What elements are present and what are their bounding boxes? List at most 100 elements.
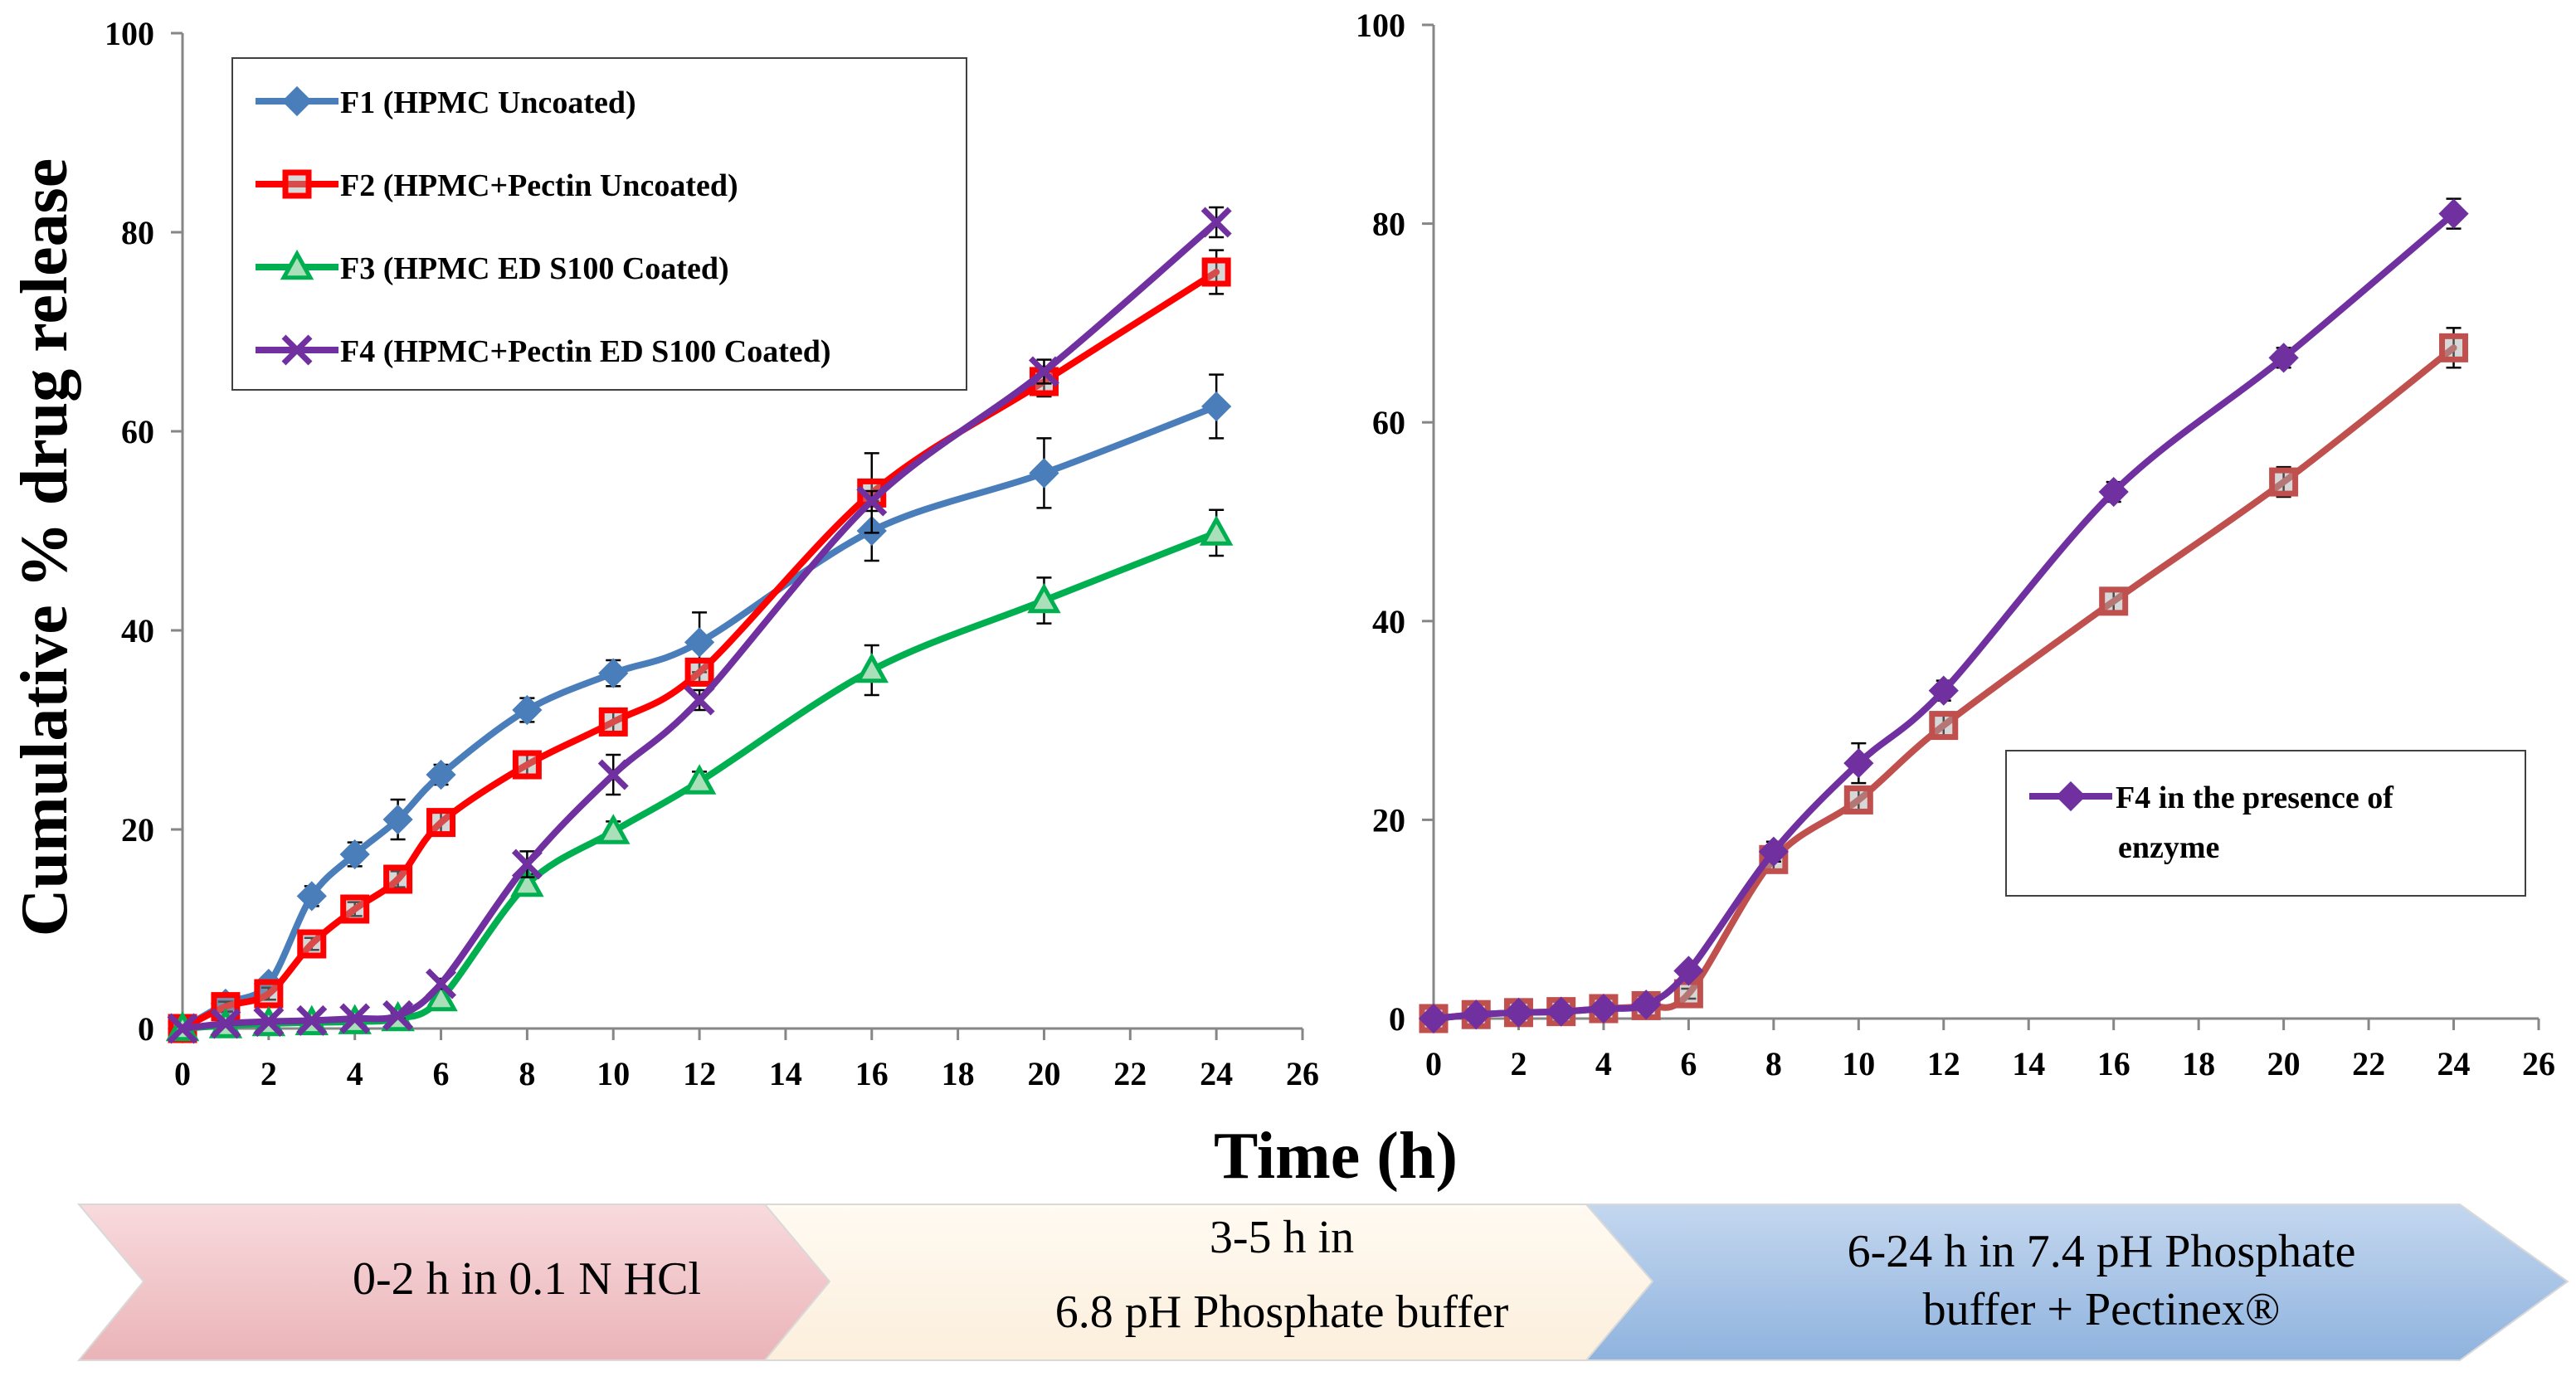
phase-label: buffer + Pectinex® <box>1923 1284 2281 1335</box>
left-x-tick-label: 24 <box>1200 1055 1233 1092</box>
left-data-point <box>339 839 370 870</box>
right-data-point <box>1673 956 1704 986</box>
right-data-point <box>2438 198 2469 229</box>
right-x-tick-label: 6 <box>1680 1045 1697 1082</box>
y-axis-title: Cumulative % drug release <box>8 158 81 936</box>
right-x-tick-label: 24 <box>2437 1045 2471 1082</box>
left-x-tick-label: 18 <box>942 1055 975 1092</box>
right-x-tick-label: 18 <box>2182 1045 2215 1082</box>
left-data-point <box>340 894 370 924</box>
left-x-tick-labels: 0 2 4 6 8 10 12 14 16 18 20 22 24 26 <box>174 1055 1319 1092</box>
right-y-tick-label: 20 <box>1372 801 1405 839</box>
left-data-point <box>424 980 458 1012</box>
left-data-point <box>426 759 456 790</box>
right-y-tick-label: 80 <box>1372 206 1405 243</box>
right-x-tick-label: 22 <box>2352 1045 2385 1082</box>
left-y-tick-label: 0 <box>138 1010 154 1048</box>
right-y-tick-label: 40 <box>1372 603 1405 640</box>
right-y-tick-labels: 0 20 40 60 80 100 <box>1356 7 1405 1038</box>
left-series-line <box>179 219 1220 1032</box>
right-data-point <box>2439 333 2469 362</box>
left-data-point <box>339 1003 371 1034</box>
left-data-point <box>1200 207 1232 238</box>
left-legend-box <box>231 57 967 391</box>
left-data-point <box>511 849 543 880</box>
left-data-point <box>597 759 629 790</box>
legend-swatch-marker <box>281 85 313 117</box>
legend-swatch-marker <box>280 249 314 280</box>
left-data-point <box>426 968 457 999</box>
left-data-point <box>1201 257 1231 287</box>
left-data-point <box>297 929 327 959</box>
right-series-2 <box>1418 197 2469 1034</box>
phase-label: 6-24 h in 7.4 pH Phosphate <box>1848 1226 2356 1277</box>
left-x-tick-label: 14 <box>769 1055 802 1092</box>
left-data-point <box>167 1013 198 1044</box>
left-data-point <box>512 750 542 780</box>
left-data-point <box>855 652 889 683</box>
left-x-tick-label: 22 <box>1113 1055 1147 1092</box>
right-series-group <box>1418 197 2469 1034</box>
left-data-point <box>210 1008 241 1039</box>
left-data-point <box>426 808 456 838</box>
right-x-tick-label: 0 <box>1425 1045 1442 1082</box>
right-data-point <box>1928 675 1959 706</box>
left-data-point <box>684 684 715 716</box>
left-data-point <box>383 864 413 894</box>
right-x-tick-label: 26 <box>2522 1045 2555 1082</box>
left-data-point <box>596 814 631 844</box>
legend-label: F4 (HPMC+Pectin ED S100 Coated) <box>340 334 831 369</box>
left-data-point <box>684 627 715 658</box>
right-x-tick-label: 8 <box>1765 1045 1782 1082</box>
left-legend-entry: F2 (HPMC+Pectin Uncoated) <box>256 168 738 203</box>
right-y-tick-label: 0 <box>1389 1000 1405 1038</box>
left-y-tick-labels: 0 20 40 60 80 100 <box>105 15 154 1048</box>
left-series-4 <box>167 206 1232 1044</box>
legend-label: F3 (HPMC ED S100 Coated) <box>340 251 729 286</box>
right-data-point <box>2269 467 2299 497</box>
right-y-tick-label: 100 <box>1356 7 1405 44</box>
left-data-point <box>856 485 888 517</box>
right-legend: F4 in the presence of enzyme <box>2005 750 2526 897</box>
right-y-tick-label: 60 <box>1372 404 1405 441</box>
left-data-point <box>1199 515 1234 546</box>
left-y-tick-label: 40 <box>121 612 154 649</box>
left-data-point <box>512 694 543 726</box>
right-legend-box <box>2005 750 2526 897</box>
phase-label: 6.8 pH Phosphate buffer <box>1055 1286 1509 1338</box>
left-data-point <box>598 707 628 737</box>
left-data-point <box>1201 391 1232 422</box>
left-x-tick-label: 16 <box>855 1055 889 1092</box>
left-x-tick-label: 20 <box>1027 1055 1060 1092</box>
left-data-point <box>598 658 629 688</box>
right-x-tick-labels: 0 2 4 6 8 10 12 14 16 18 20 22 24 26 <box>1425 1045 2555 1082</box>
left-series-3 <box>165 508 1234 1042</box>
left-series-group <box>165 206 1234 1044</box>
left-x-tick-label: 2 <box>261 1055 277 1092</box>
left-x-tick-label: 26 <box>1286 1055 1319 1092</box>
left-x-tick-label: 8 <box>519 1055 535 1092</box>
left-data-point <box>253 1006 285 1038</box>
right-legend-entry: F4 in the presence of enzyme <box>2029 781 2394 865</box>
right-x-tick-label: 4 <box>1595 1045 1612 1082</box>
legend-swatch-marker <box>281 334 313 366</box>
phase-arrows: 0-2 h in 0.1 N HCl 3-5 h in 6.8 pH Phospha… <box>76 1204 2569 1361</box>
right-data-point <box>1588 993 1619 1024</box>
phase-arrow-3: 6-24 h in 7.4 pH Phosphate buffer + Pecti… <box>1584 1204 2569 1361</box>
left-data-point <box>382 804 413 835</box>
legend-label: F4 in the presence of enzyme <box>2116 781 2394 865</box>
phase-label: 0-2 h in 0.1 N HCl <box>353 1253 701 1305</box>
right-data-point <box>1929 711 1959 741</box>
right-series-line <box>1430 210 2457 1022</box>
left-x-tick-label: 4 <box>347 1055 363 1092</box>
left-x-tick-label: 10 <box>597 1055 630 1092</box>
left-data-point <box>1027 582 1061 614</box>
left-data-point <box>510 866 544 897</box>
phase-arrow-shape <box>1584 1204 2569 1361</box>
left-legend-entry: F1 (HPMC Uncoated) <box>256 85 636 120</box>
left-legend: F1 (HPMC Uncoated) F2 (HPMC+Pectin Uncoat… <box>231 57 967 391</box>
